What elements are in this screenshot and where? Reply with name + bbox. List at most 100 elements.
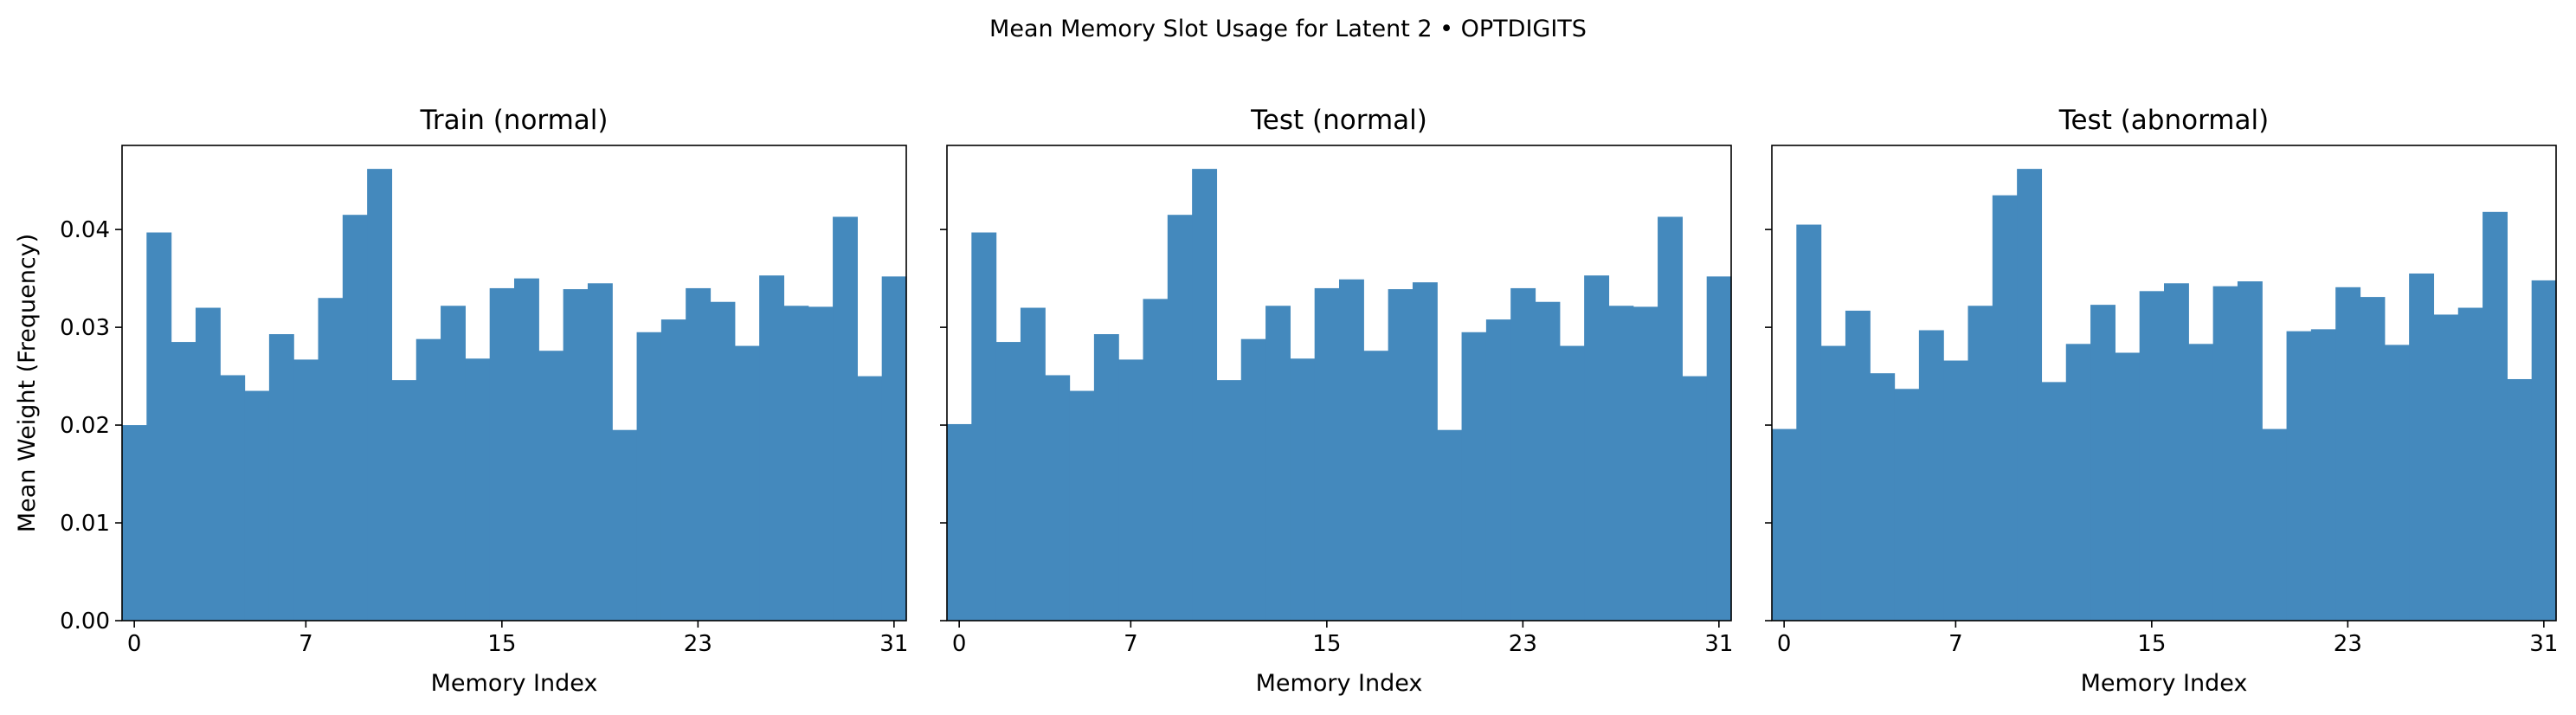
bar-20 [612,429,638,621]
bar-16 [514,278,539,621]
x-tick-label: 23 [2334,631,2362,657]
bar-6 [1093,334,1119,621]
panel-title: Test (abnormal) [2058,105,2269,136]
x-tick-label: 31 [1704,631,1733,657]
bar-21 [2286,331,2312,621]
bar-23 [2335,287,2361,621]
bar-30 [1682,376,1708,621]
x-tick-label: 0 [127,631,142,657]
y-tick-label: 0.03 [60,315,110,341]
bar-18 [1388,289,1414,621]
bar-19 [2237,281,2263,621]
bar-20 [1437,429,1463,621]
x-tick-label: 31 [879,631,908,657]
bar-29 [2483,211,2508,621]
bar-25 [734,345,760,621]
x-tick-label: 0 [1777,631,1792,657]
panels: Train (normal) 0 7 15 23 31 Memory Index 0.00 0.… [14,105,2558,697]
bar-13 [441,306,466,621]
bar-22 [2310,329,2336,621]
bar-6 [268,334,294,621]
bar-15 [2139,291,2165,621]
bar-23 [686,287,712,621]
bar-15 [1314,287,1340,621]
bar-21 [636,332,662,621]
y-tick-label: 0.02 [60,413,110,439]
bar-30 [2507,378,2533,621]
bar-2 [171,342,196,621]
bar-9 [1167,215,1193,621]
x-tick-label: 23 [684,631,712,657]
bar-14 [465,358,491,621]
bar-17 [2188,344,2214,621]
bar-27 [1608,306,1634,621]
bar-26 [2409,273,2435,621]
chart-panel-3: Test (abnormal) 0 7 15 23 31 Memory Index [1765,105,2558,697]
bar-14 [1290,358,1316,621]
bar-23 [1510,287,1536,621]
bar-12 [415,338,441,621]
bar-0 [122,425,147,621]
bar-0 [947,423,972,621]
bar-24 [710,301,736,621]
x-tick-label: 15 [2137,631,2166,657]
bar-29 [833,216,858,621]
y-axis-label: Mean Weight (Frequency) [14,234,41,532]
bar-28 [808,306,834,621]
chart-panel-1: Train (normal) 0 7 15 23 31 Memory Index 0.00 0.… [14,105,908,697]
bar-6 [1918,330,1944,621]
x-tick-label: 7 [1948,631,1963,657]
bar-28 [1633,306,1658,621]
bar-4 [1870,373,1896,621]
bar-16 [1339,279,1364,621]
bar-12 [2065,344,2091,621]
bar-5 [1894,389,1920,621]
bar-10 [1192,169,1218,622]
y-tick-label: 0.00 [60,609,110,634]
bar-20 [2262,428,2288,621]
bar-18 [563,289,589,621]
bar-10 [2017,169,2043,622]
bar-3 [195,307,221,621]
bar-11 [2041,382,2067,621]
axes-frame [946,145,1732,622]
bar-31 [1706,276,1732,621]
chart-panel-2: Test (normal) 0 7 15 23 31 Memory Index [940,105,1733,697]
bar-11 [391,380,417,621]
bar-10 [367,169,393,622]
bar-13 [1265,306,1291,621]
x-tick-label: 0 [952,631,967,657]
bar-31 [881,276,907,621]
bar-9 [1992,195,2018,622]
bar-4 [220,375,246,621]
panel-title: Train (normal) [419,105,608,136]
bar-15 [489,287,515,621]
bar-2 [1820,345,1846,621]
bar-8 [1967,306,1993,621]
bar-7 [293,359,319,621]
bar-27 [2433,314,2459,621]
bar-7 [1118,359,1144,621]
bar-29 [1658,216,1683,621]
bar-1 [146,232,172,621]
bar-21 [1461,332,1487,621]
bar-25 [2384,345,2410,621]
bar-30 [857,376,883,621]
x-axis-label: Memory Index [431,670,598,697]
bar-24 [1535,301,1561,621]
bar-27 [783,306,809,621]
y-tick-label: 0.01 [60,511,110,537]
bar-17 [538,351,564,621]
figure-suptitle: Mean Memory Slot Usage for Latent 2 • OP… [989,16,1587,42]
bar-5 [1069,390,1095,621]
panel-title: Test (normal) [1250,105,1427,136]
bar-2 [995,342,1021,621]
x-tick-label: 31 [2529,631,2558,657]
x-tick-label: 15 [1312,631,1341,657]
bar-0 [1772,428,1797,621]
bar-8 [1143,299,1169,621]
bar-5 [244,390,270,621]
bar-17 [1363,351,1389,621]
bar-25 [1559,345,1585,621]
